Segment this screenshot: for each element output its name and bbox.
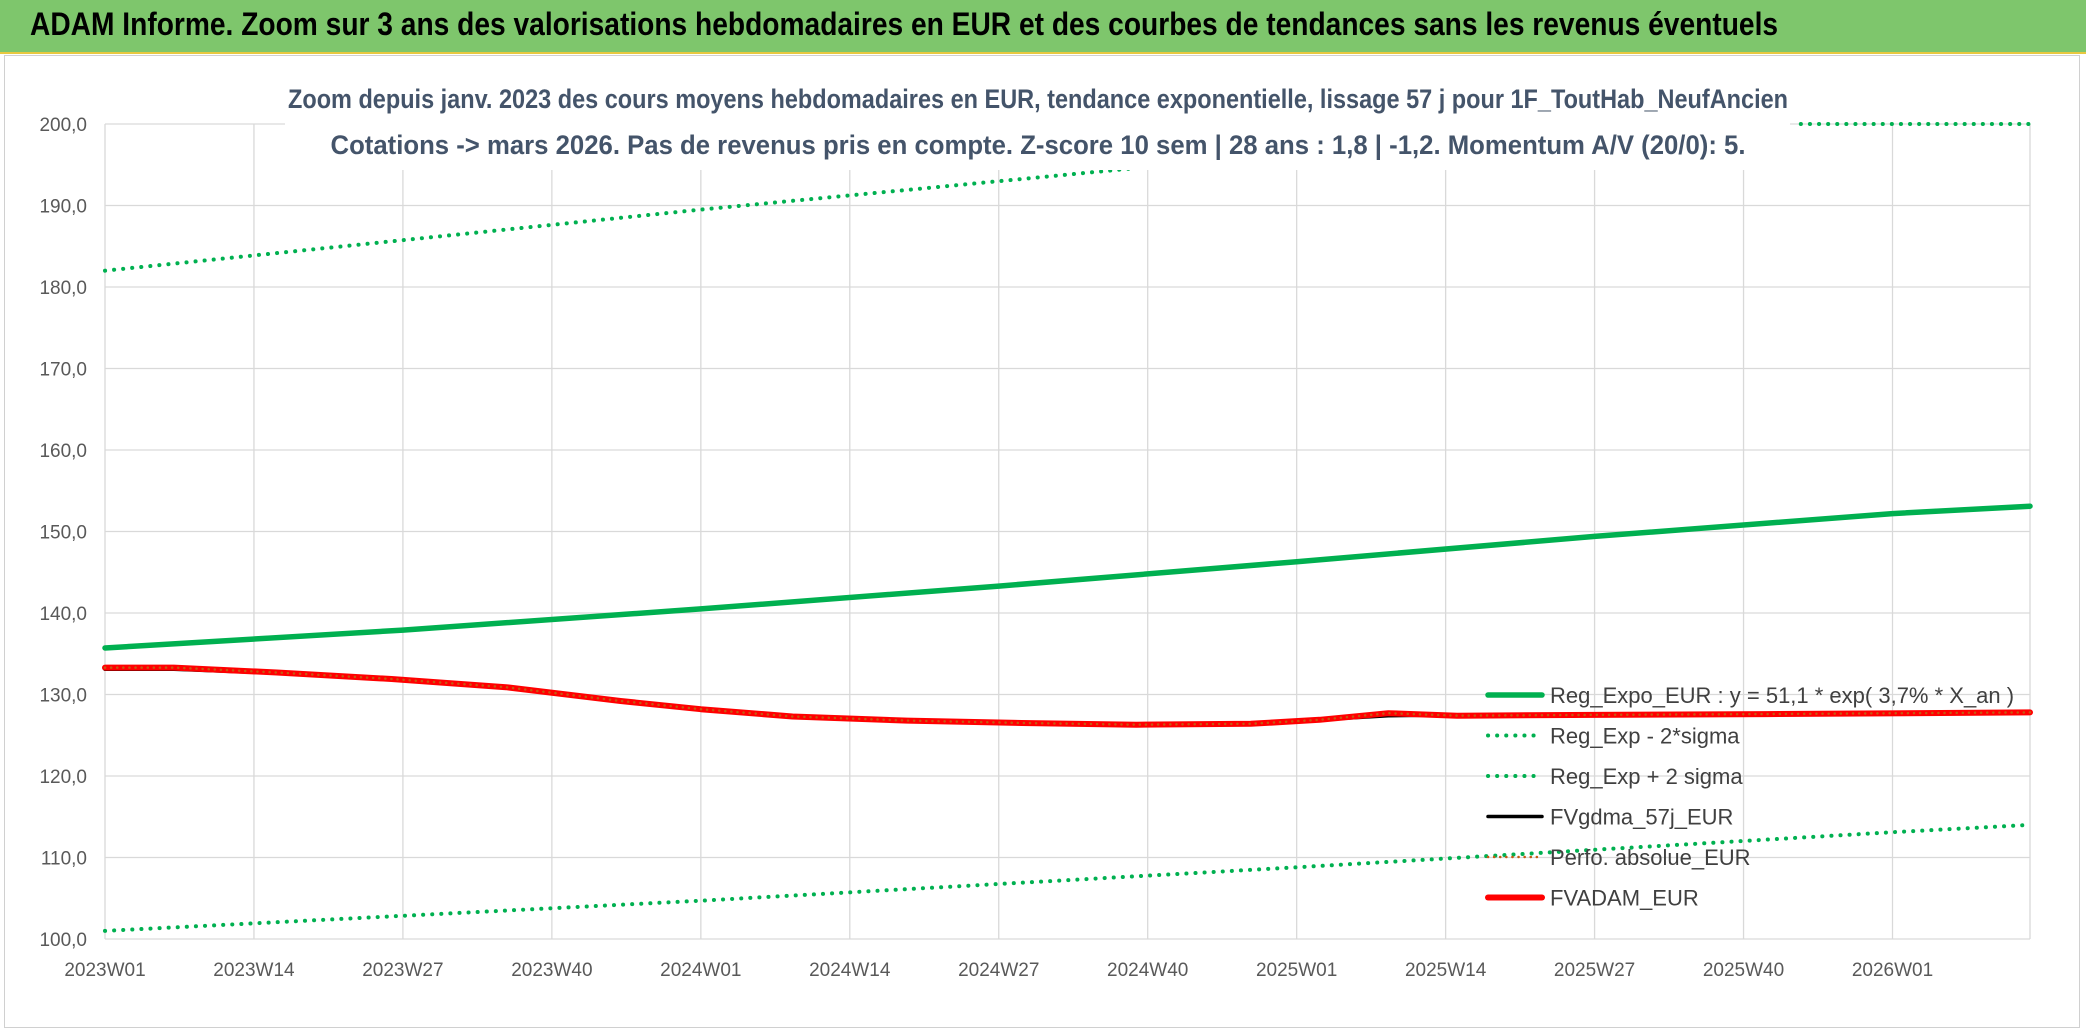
y-tick-label: 160,0: [39, 441, 87, 462]
chart-subtitle-line2: Cotations -> mars 2026. Pas de revenus p…: [331, 130, 1746, 160]
legend-label: FVADAM_EUR: [1550, 886, 1699, 911]
x-tick-label: 2024W01: [660, 960, 741, 981]
x-tick-label: 2025W14: [1405, 960, 1487, 981]
x-tick-label: 2026W01: [1852, 960, 1933, 981]
x-tick-label: 2023W40: [511, 960, 592, 981]
grid-lines: [104, 123, 2031, 940]
x-tick-label: 2024W27: [958, 960, 1039, 981]
y-tick-label: 170,0: [39, 360, 87, 381]
x-tick-label: 2023W27: [362, 960, 443, 981]
y-tick-label: 180,0: [39, 278, 87, 299]
series-line-reg-exp-plus-2sigma: [103, 162, 1173, 273]
y-tick-label: 200,0: [39, 115, 87, 136]
legend-label: Reg_Exp + 2 sigma: [1550, 764, 1743, 789]
y-tick-label: 120,0: [39, 767, 87, 788]
series-lines: [102, 122, 2033, 933]
y-tick-label: 100,0: [39, 930, 87, 951]
legend: Reg_Expo_EUR : y = 51,1 * exp( 3,7% * X_…: [1485, 683, 2014, 911]
x-tick-label: 2024W40: [1107, 960, 1188, 981]
x-tick-label: 2023W01: [64, 960, 145, 981]
subtitle-background: [285, 78, 1790, 170]
chart-frame: [4, 55, 2080, 1028]
legend-label: FVgdma_57j_EUR: [1550, 805, 1733, 830]
legend-label: Perfo. absolue_EUR: [1550, 845, 1751, 870]
page-title: ADAM Informe. Zoom sur 3 ans des valoris…: [30, 6, 1779, 42]
x-axis-ticks: 2023W01 2023W14 2023W27 2023W40 2024W01 2024W…: [64, 960, 1933, 981]
x-tick-label: 2023W14: [213, 960, 295, 981]
y-tick-label: 130,0: [39, 686, 87, 707]
x-tick-label: 2024W14: [809, 960, 891, 981]
legend-label: Reg_Exp - 2*sigma: [1550, 724, 1740, 749]
y-tick-label: 110,0: [41, 849, 87, 870]
x-tick-label: 2025W40: [1703, 960, 1784, 981]
y-tick-label: 190,0: [39, 197, 87, 218]
title-banner: ADAM Informe. Zoom sur 3 ans des valoris…: [0, 0, 2086, 54]
y-tick-label: 150,0: [39, 523, 87, 544]
series-line-perfo-absolue: [103, 666, 2032, 726]
chart-subtitle-line1: Zoom depuis janv. 2023 des cours moyens …: [288, 84, 1788, 114]
y-tick-label: 140,0: [39, 604, 87, 625]
x-tick-label: 2025W27: [1554, 960, 1635, 981]
series-line-reg-exp-minus-2sigma: [103, 822, 2032, 933]
legend-label: Reg_Expo_EUR : y = 51,1 * exp( 3,7% * X_…: [1550, 683, 2014, 708]
y-axis-ticks: 100,0 110,0 120,0 130,0 140,0 150,0 160,0 170,0…: [39, 115, 87, 951]
series-line-reg-expo: [102, 503, 2033, 651]
x-tick-label: 2025W01: [1256, 960, 1337, 981]
